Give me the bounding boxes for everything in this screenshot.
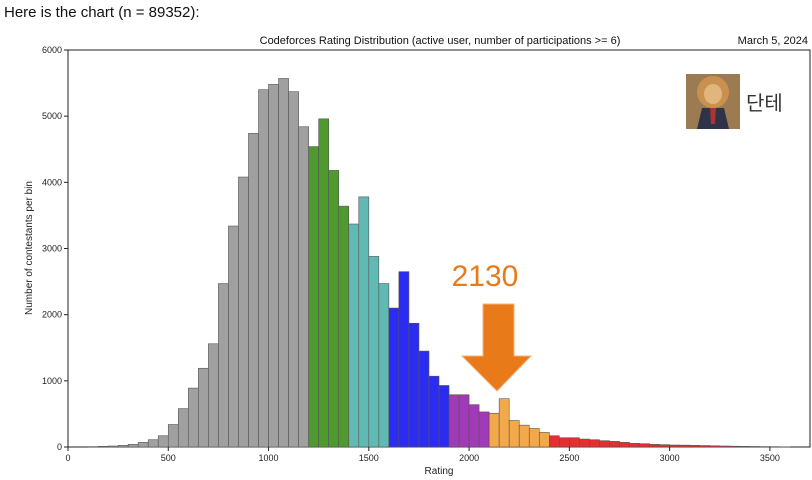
bar-700 xyxy=(208,343,219,448)
x-tick-label: 1500 xyxy=(359,453,379,463)
bar-2250 xyxy=(518,424,530,448)
bar-2650 xyxy=(599,440,610,448)
bar-1300 xyxy=(328,170,340,448)
bar-2100 xyxy=(488,412,500,448)
x-tick-label: 500 xyxy=(161,453,176,463)
bar-3350 xyxy=(739,446,751,448)
bar-1000 xyxy=(268,84,279,448)
bar-250 xyxy=(117,445,129,448)
y-axis-label: Number of contestants per bin xyxy=(24,181,35,315)
bar-2500 xyxy=(569,437,580,448)
bar-3250 xyxy=(719,445,731,448)
y-tick-label: 3000 xyxy=(42,244,62,254)
x-tick-label: 1000 xyxy=(259,453,279,463)
x-ticks: 0 500 1000 1500 2000 2500 3000 3500 xyxy=(65,447,780,463)
bar-2900 xyxy=(649,444,660,448)
bar-150 xyxy=(97,446,109,448)
lion-avatar-icon xyxy=(686,74,740,129)
bar-350 xyxy=(137,442,149,448)
bar-2800 xyxy=(629,443,640,448)
bar-450 xyxy=(157,435,169,448)
bar-1700 xyxy=(408,322,420,448)
bar-3100 xyxy=(689,445,701,448)
watermark-text: 단테 xyxy=(746,92,783,115)
bar-950 xyxy=(258,89,269,448)
bar-2700 xyxy=(609,441,620,448)
x-axis-label: Rating xyxy=(425,466,454,477)
annotation-label: 2130 xyxy=(452,260,519,293)
bar-1250 xyxy=(318,118,330,448)
bar-2050 xyxy=(478,411,490,448)
chart-title: Codeforces Rating Distribution (active u… xyxy=(260,35,621,47)
y-tick-label: 6000 xyxy=(42,45,62,55)
annotation-arrow xyxy=(460,303,533,392)
y-tick-label: 2000 xyxy=(42,310,62,320)
bar-1650 xyxy=(398,271,410,448)
bar-1450 xyxy=(358,196,370,448)
bar-1550 xyxy=(378,283,390,448)
bar-1900 xyxy=(448,394,460,448)
x-tick-label: 2000 xyxy=(459,453,479,463)
bar-1950 xyxy=(458,394,470,448)
bar-1400 xyxy=(348,223,360,448)
bar-300 xyxy=(127,444,139,448)
bar-1150 xyxy=(298,126,309,448)
bar-2200 xyxy=(508,420,520,448)
bar-3400 xyxy=(749,446,761,448)
bar-3050 xyxy=(679,444,690,448)
bar-2150 xyxy=(498,398,510,448)
bar-1800 xyxy=(428,375,440,448)
bar-600 xyxy=(188,387,199,448)
bar-2750 xyxy=(619,442,630,448)
bar-2850 xyxy=(639,443,650,448)
bars-group xyxy=(87,78,791,448)
x-tick-label: 3000 xyxy=(660,453,680,463)
bar-750 xyxy=(218,283,229,448)
y-tick-label: 4000 xyxy=(42,177,62,187)
y-tick-label: 1000 xyxy=(42,376,62,386)
bar-2450 xyxy=(559,437,570,448)
bar-1100 xyxy=(288,91,299,448)
bar-1200 xyxy=(308,146,319,448)
chart-date: March 5, 2024 xyxy=(738,35,808,47)
y-tick-label: 0 xyxy=(57,442,62,452)
bar-1500 xyxy=(368,256,380,448)
bar-1850 xyxy=(438,385,450,448)
bar-500 xyxy=(167,424,179,448)
bar-2350 xyxy=(538,432,550,448)
x-tick-label: 3500 xyxy=(760,453,780,463)
bar-2000 xyxy=(468,404,480,448)
bar-3000 xyxy=(669,444,680,448)
bar-400 xyxy=(147,439,159,448)
bar-650 xyxy=(198,367,209,448)
bar-1050 xyxy=(278,78,289,448)
bar-200 xyxy=(107,445,119,448)
bar-2400 xyxy=(548,435,560,448)
y-tick-label: 5000 xyxy=(42,111,62,121)
bar-1350 xyxy=(338,205,350,448)
watermark: 단테 xyxy=(686,74,783,129)
bar-800 xyxy=(228,225,239,448)
bar-2950 xyxy=(659,444,670,448)
bar-2300 xyxy=(528,428,540,448)
bar-850 xyxy=(238,176,249,448)
bar-550 xyxy=(177,408,189,448)
x-tick-label: 0 xyxy=(65,453,70,463)
bar-2550 xyxy=(579,438,590,448)
x-tick-label: 2500 xyxy=(559,453,579,463)
bar-2600 xyxy=(589,439,600,448)
bar-1750 xyxy=(418,350,430,448)
y-ticks: 0 1000 2000 3000 4000 5000 6000 xyxy=(42,45,68,452)
bar-3150 xyxy=(699,445,711,448)
bar-1600 xyxy=(388,307,400,448)
bar-3200 xyxy=(709,445,721,448)
intro-text: Here is the chart (n = 89352): xyxy=(4,4,200,21)
bar-900 xyxy=(248,133,259,448)
bar-3300 xyxy=(729,445,741,448)
